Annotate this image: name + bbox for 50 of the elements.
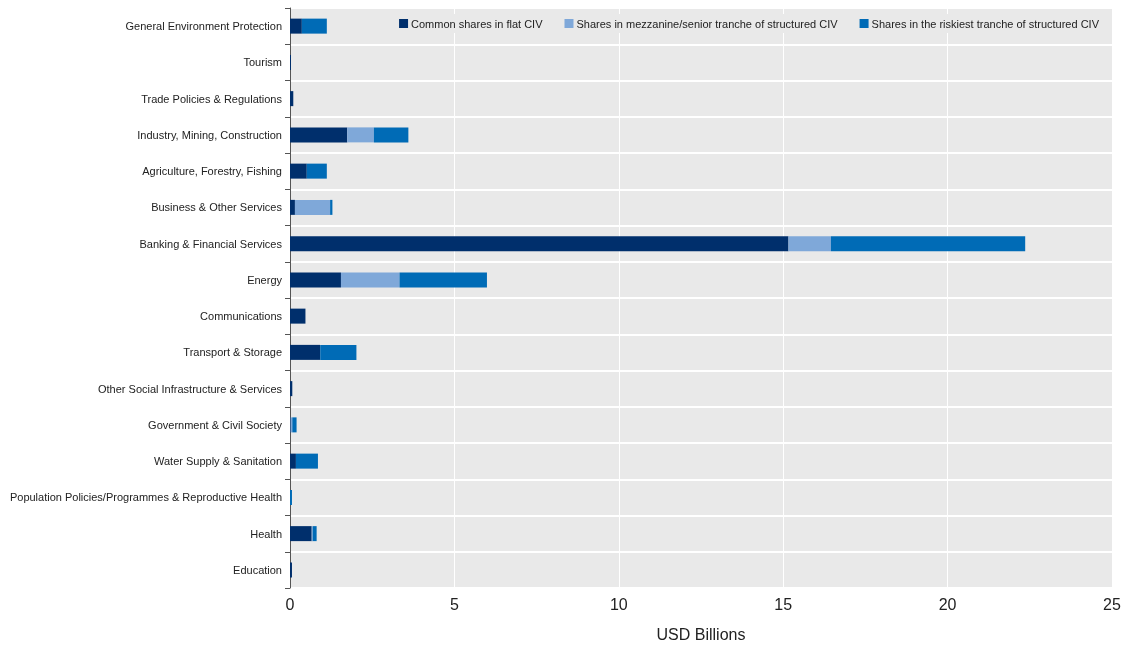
bar — [290, 308, 306, 324]
legend-label: Shares in mezzanine/senior tranche of structured CIV — [576, 17, 839, 30]
y-tick-label: Banking & Financial Services — [139, 237, 283, 250]
bar — [290, 163, 307, 179]
legend-label: Shares in the riskiest tranche of structured CIV — [871, 17, 1100, 30]
bar — [290, 199, 295, 215]
bar — [292, 417, 297, 433]
y-tick-label: Transport & Storage — [183, 346, 282, 359]
y-tick-label: Tourism — [243, 56, 282, 69]
bar — [399, 272, 487, 288]
y-tick-label: Government & Civil Society — [148, 418, 283, 431]
bar — [830, 236, 1026, 252]
bar — [290, 453, 296, 469]
bar — [290, 272, 341, 288]
y-tick-label: Population Policies/Programmes & Reproductive Health — [9, 491, 282, 504]
x-axis-title: USD Billions — [656, 625, 746, 643]
x-tick-label: 0 — [285, 595, 295, 613]
y-tick-label: Trade Policies & Regulations — [141, 92, 283, 105]
bar — [347, 127, 374, 143]
x-tick-label: 25 — [1103, 595, 1121, 613]
y-tick-label: Communications — [200, 310, 283, 323]
bar — [290, 18, 302, 34]
y-tick-label: Business & Other Services — [151, 201, 283, 214]
y-tick-label: Energy — [247, 273, 283, 286]
bar — [312, 526, 317, 542]
bar — [340, 272, 400, 288]
bar — [294, 199, 331, 215]
bar — [306, 163, 327, 179]
bar — [788, 236, 831, 252]
bar — [373, 127, 409, 143]
x-tick-label: 20 — [938, 595, 957, 613]
y-tick-label: Industry, Mining, Construction — [137, 128, 282, 141]
bar — [290, 344, 321, 360]
x-tick-label: 15 — [774, 595, 793, 613]
bar — [290, 91, 294, 107]
legend-label: Common shares in flat CIV — [411, 17, 544, 30]
x-tick-label: 10 — [609, 595, 628, 613]
y-tick-label: Water Supply & Sanitation — [154, 455, 282, 468]
y-tick-label: Health — [250, 527, 282, 540]
y-tick-label: Agriculture, Forestry, Fishing — [142, 165, 282, 178]
bar — [301, 18, 327, 34]
bar — [320, 344, 357, 360]
bar — [290, 526, 312, 542]
bar — [290, 236, 789, 252]
x-tick-label: 5 — [449, 595, 459, 613]
y-tick-label: General Environment Protection — [125, 20, 282, 33]
bar — [295, 453, 318, 469]
y-tick-label: Education — [233, 563, 282, 576]
y-tick-label: Other Social Infrastructure & Services — [97, 382, 283, 395]
bar — [290, 127, 348, 143]
